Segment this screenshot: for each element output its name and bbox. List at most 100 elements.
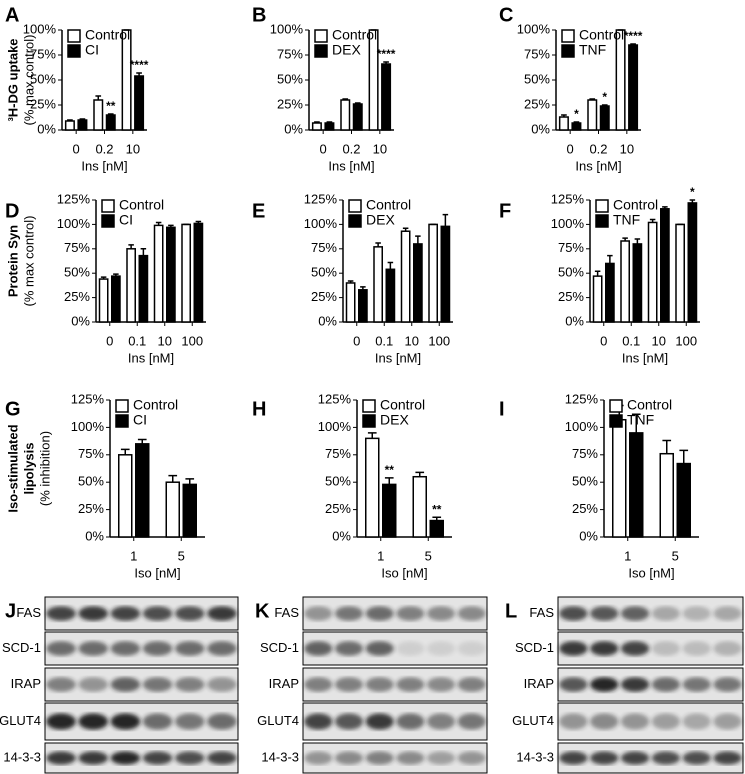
legend-label: Control <box>133 397 178 413</box>
blot-row-label: SCD-1 <box>260 640 299 655</box>
bar <box>365 437 380 538</box>
blot-band <box>426 606 456 621</box>
blot-band <box>590 713 619 730</box>
blot-band <box>78 677 109 692</box>
y-tick-label: 75% <box>524 46 550 61</box>
legend-label: Control <box>380 397 425 413</box>
bar <box>368 29 379 131</box>
significance: * <box>574 107 579 121</box>
blot-band <box>46 713 76 730</box>
legend-label: Control <box>613 197 658 213</box>
y-axis-label: lipolysis <box>21 442 36 494</box>
blot-band <box>457 641 486 656</box>
significance: ** <box>385 463 395 477</box>
y-axis-label: (% inhibition) <box>37 431 52 506</box>
blot-background <box>302 596 488 631</box>
y-tick-label: 25% <box>558 289 584 304</box>
blot-band <box>457 751 486 765</box>
blot-band <box>590 751 619 765</box>
blot-band <box>304 641 333 656</box>
blot-background <box>557 742 744 774</box>
blot-band <box>651 751 681 765</box>
y-tick-label: 100% <box>565 419 599 434</box>
x-tick-label: 1 <box>377 548 384 563</box>
blot-band <box>174 713 205 730</box>
bar <box>629 432 644 538</box>
blot-band <box>78 751 109 765</box>
legend-swatch <box>101 199 115 213</box>
blot-band <box>46 751 76 765</box>
blot-band <box>304 677 333 692</box>
blot-row-label: IRAP <box>11 676 41 691</box>
bar <box>358 289 368 323</box>
x-axis-label: Iso [nM] <box>628 565 674 580</box>
blot-band <box>682 677 711 692</box>
blot-band <box>682 751 711 765</box>
blot-band <box>46 677 76 692</box>
x-tick-label: 0.1 <box>375 333 393 348</box>
blot-band <box>46 641 76 656</box>
blot-band <box>142 606 173 621</box>
bar <box>64 120 75 131</box>
x-tick-label: 5 <box>178 548 185 563</box>
blot-background <box>302 742 488 774</box>
blot-band <box>713 713 742 730</box>
blot-band <box>396 713 425 730</box>
blot-band <box>426 677 456 692</box>
x-tick-label: 100 <box>675 333 697 348</box>
x-tick-label: 0.1 <box>128 333 146 348</box>
error-bar <box>689 199 696 203</box>
blot-band <box>110 751 141 765</box>
legend-label: Control <box>119 197 164 213</box>
x-axis-label: Ins [nM] <box>81 158 127 173</box>
bar <box>558 116 569 131</box>
legend-swatch <box>609 399 623 413</box>
bar <box>166 226 176 323</box>
error-bar <box>95 95 102 100</box>
error-bar <box>136 72 142 76</box>
legend-swatch <box>101 214 115 228</box>
bar <box>628 44 639 131</box>
error-bar <box>601 104 608 106</box>
bar <box>440 225 451 323</box>
bar <box>352 103 363 131</box>
blot-band <box>559 641 588 656</box>
blot-band <box>334 606 364 621</box>
blot-band <box>304 751 333 765</box>
x-tick-label: 1 <box>624 548 631 563</box>
blot-band <box>110 677 141 692</box>
blot-band <box>142 713 173 730</box>
error-bar <box>384 477 394 485</box>
bar <box>126 248 136 323</box>
blot-band <box>682 606 711 621</box>
significance: **** <box>130 58 149 72</box>
bar <box>413 243 423 323</box>
x-tick-label: 100 <box>428 333 450 348</box>
blot-band <box>207 751 237 765</box>
x-axis-label: Ins [nM] <box>575 158 621 173</box>
y-tick-label: 50% <box>277 71 303 86</box>
y-tick-label: 100% <box>270 21 304 36</box>
blot-band <box>78 606 109 621</box>
blot-band <box>651 677 681 692</box>
blot-band <box>334 713 364 730</box>
significance: **** <box>377 47 396 61</box>
y-tick-label: 100% <box>318 419 352 434</box>
bar <box>428 223 438 323</box>
blot-background <box>557 596 744 631</box>
bar <box>118 454 133 538</box>
panel-letter: E <box>252 200 265 222</box>
significance: ** <box>106 99 116 113</box>
blot-row-label: GLUT4 <box>257 713 299 728</box>
x-tick-label: 0.2 <box>589 141 607 156</box>
error-bar <box>383 61 389 64</box>
blot-background <box>302 667 488 702</box>
blot-band <box>713 641 742 656</box>
error-bar <box>630 43 636 45</box>
legend-label: CI <box>85 42 99 58</box>
bar <box>345 282 356 323</box>
y-tick-label: 0% <box>579 528 598 543</box>
blot-row-label: GLUT4 <box>0 713 41 728</box>
blot-band <box>396 751 425 765</box>
